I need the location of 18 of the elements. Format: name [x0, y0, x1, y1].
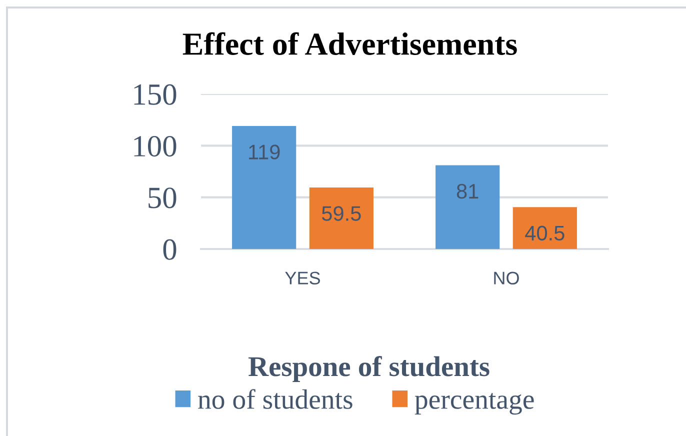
y-tick-label: 150	[134, 84, 176, 105]
data-label: 40.5	[525, 226, 564, 241]
bar	[232, 126, 296, 249]
x-axis-title: Respone of students	[248, 356, 490, 382]
legend-label: no of students	[198, 389, 352, 409]
y-tick-label: 50	[148, 188, 176, 208]
data-label: 81	[456, 184, 478, 199]
chart-title: Effect of Advertisements	[182, 32, 517, 55]
x-tick-label: NO	[494, 272, 519, 284]
legend-label: percentage	[414, 393, 534, 415]
data-label: 59.5	[322, 206, 361, 221]
y-tick-label: 0	[163, 239, 176, 260]
data-label: 119	[249, 144, 280, 160]
bar	[309, 188, 374, 249]
bar	[436, 165, 500, 249]
bar	[512, 207, 577, 249]
y-tick-label: 100	[134, 136, 176, 157]
x-tick-label: YES	[285, 272, 320, 284]
